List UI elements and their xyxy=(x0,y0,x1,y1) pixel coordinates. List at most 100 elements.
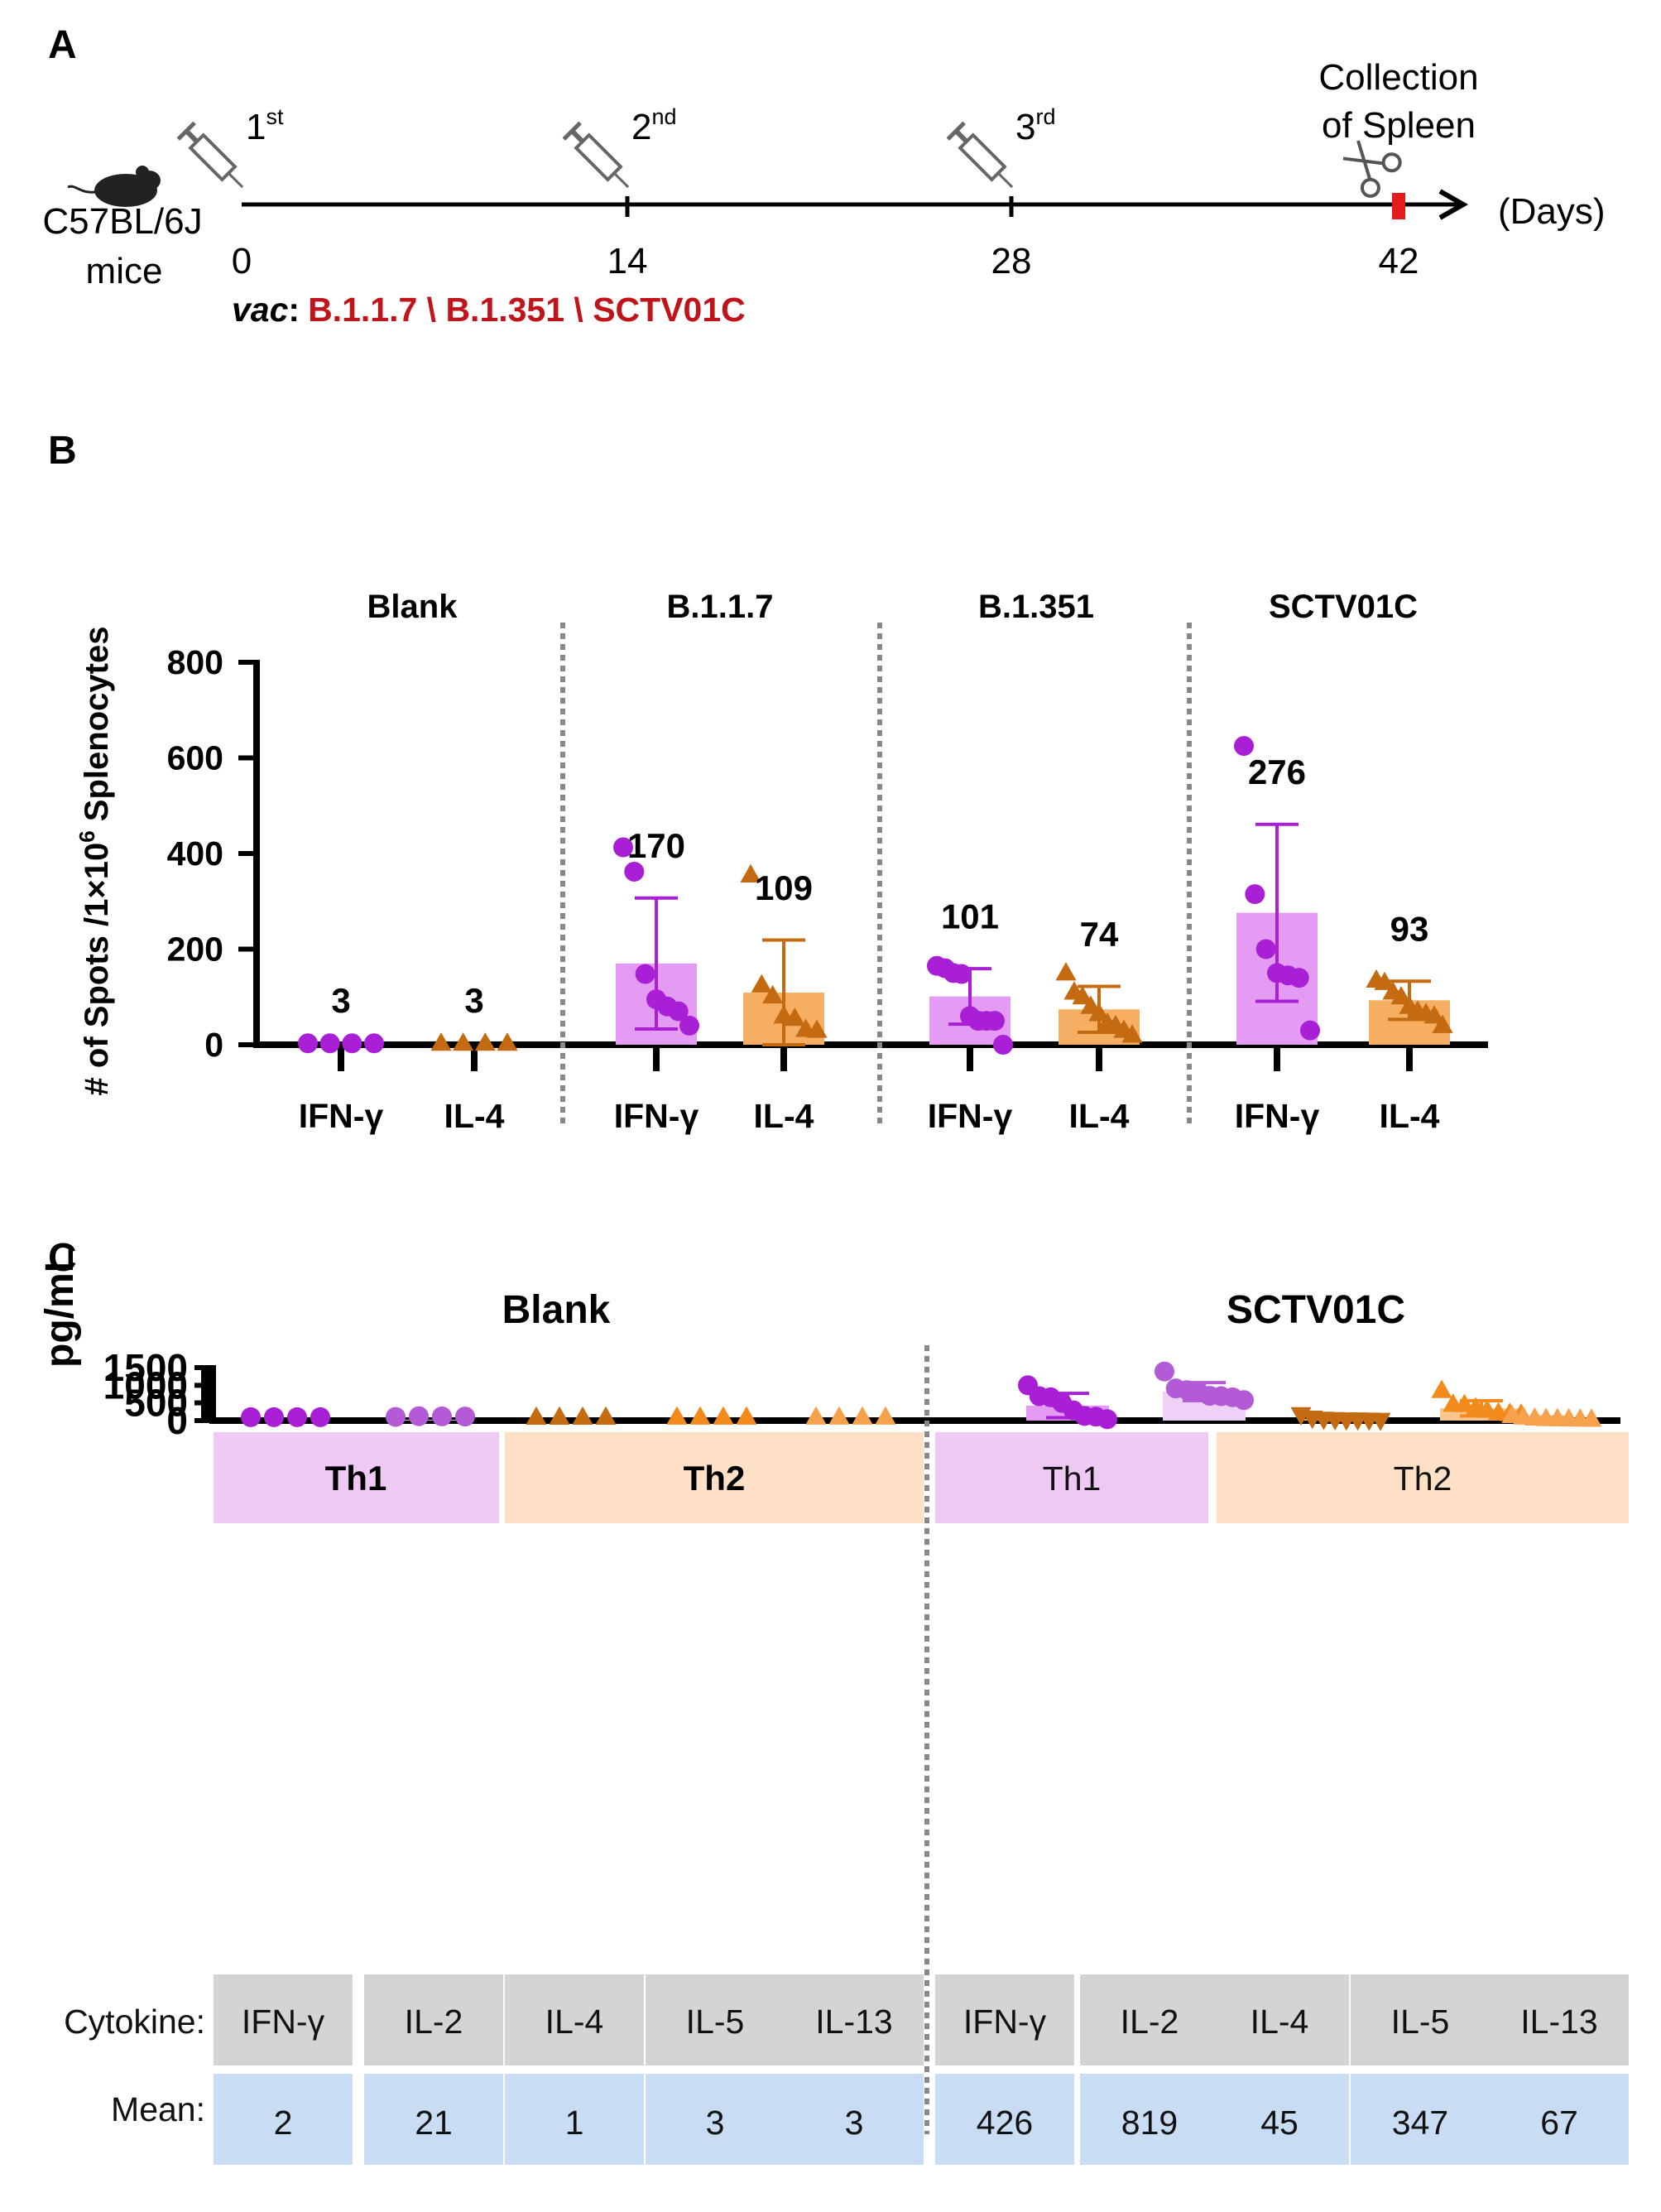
th2-label: Th2 xyxy=(1394,1459,1452,1498)
panel-a-letter: A xyxy=(48,23,77,67)
data-point xyxy=(241,1407,261,1427)
timeline-day-label: 0 xyxy=(232,241,252,281)
data-point xyxy=(679,1015,699,1036)
cytokine-cell xyxy=(364,1974,503,2065)
mean-label: 101 xyxy=(941,897,999,936)
data-point xyxy=(806,1019,828,1038)
panel-b-ylabel-sup: 6 xyxy=(74,830,99,842)
group-title: B.1.351 xyxy=(978,589,1094,625)
cytokine-label: IL-5 xyxy=(1391,2003,1450,2041)
group-title: Blank xyxy=(367,589,458,625)
vaccine-colon: : xyxy=(288,291,300,329)
y-tick-label: 1000 xyxy=(103,1363,188,1407)
mean-value: 819 xyxy=(1121,2104,1178,2142)
data-point xyxy=(784,1007,805,1027)
row-label-mean: Mean: xyxy=(111,2090,205,2128)
mean-cell xyxy=(214,2074,353,2165)
data-point xyxy=(526,1406,547,1425)
cytokine-label: IL-2 xyxy=(1121,2003,1179,2041)
data-point xyxy=(762,984,784,1004)
data-point xyxy=(751,974,772,993)
data-point xyxy=(1432,1014,1453,1033)
th1-cell xyxy=(935,1432,1208,1523)
data-point xyxy=(852,1406,873,1425)
panel-c-y-axis-label: pg/mL xyxy=(38,1248,82,1368)
data-point xyxy=(1370,1412,1391,1431)
th1-label: Th1 xyxy=(325,1459,387,1498)
cytokine-label: IL-4 xyxy=(545,2003,604,2041)
syringe-handle xyxy=(946,121,966,141)
data-point xyxy=(805,1406,827,1425)
data-point xyxy=(1453,1393,1476,1412)
syringe-barrel xyxy=(188,132,238,182)
dose-label: 1st xyxy=(246,104,284,147)
data-point xyxy=(298,1033,318,1054)
data-point xyxy=(549,1406,570,1425)
th2-cell xyxy=(1217,1432,1629,1523)
cytokine-cell xyxy=(214,1974,353,2065)
syringe-needle xyxy=(228,172,244,189)
vaccine-prefix: vac xyxy=(232,291,289,329)
th2-cell xyxy=(505,1432,924,1523)
data-point xyxy=(713,1406,734,1425)
group-title: SCTV01C xyxy=(1227,1288,1405,1332)
data-point xyxy=(453,1032,474,1051)
timeline-day-label: 14 xyxy=(607,241,648,281)
y-tick-label: 0 xyxy=(166,1399,188,1442)
cytokine-cell xyxy=(646,1974,785,2065)
timeline-day-label: 28 xyxy=(991,241,1032,281)
data-point xyxy=(319,1033,340,1054)
collection-marker xyxy=(1392,193,1405,219)
mean-cell xyxy=(1210,2074,1349,2165)
th1-cell xyxy=(214,1432,499,1523)
data-point xyxy=(310,1407,330,1427)
data-point xyxy=(1245,884,1265,905)
mean-cell xyxy=(935,2074,1074,2165)
panel-b-y-axis-label: # of Spots /1×106 Splenocytes xyxy=(74,627,115,1096)
x-tick-label: IFN-γ xyxy=(614,1097,699,1135)
panel-b-ylabel-pre: # of Spots /1×10 xyxy=(79,843,115,1096)
y-tick-label: 800 xyxy=(167,643,223,681)
vaccine-list: B.1.1.7 \ B.1.351 \ SCTV01C xyxy=(308,291,746,329)
data-point xyxy=(1431,1379,1452,1398)
syringe-icon xyxy=(946,121,1014,189)
row-label-cytokine: Cytokine: xyxy=(64,2003,205,2041)
data-point xyxy=(287,1407,307,1427)
syringe-plunger xyxy=(185,130,199,144)
data-point xyxy=(1088,1003,1110,1022)
data-point xyxy=(740,863,761,882)
dose-number: 1 xyxy=(246,107,266,147)
panel-b-ylabel-post: Splenocytes xyxy=(79,627,115,831)
mean-value: 45 xyxy=(1260,2104,1299,2142)
group-title: B.1.1.7 xyxy=(667,589,774,625)
data-point xyxy=(1423,1005,1445,1024)
y-tick-label: 200 xyxy=(167,930,223,969)
y-tick-label: 1500 xyxy=(103,1346,188,1389)
panel-a-timeline: A C57BL/6J mice 1st 0 2nd 14 3rd 28 Collectio… xyxy=(42,23,1605,329)
mean-value: 1 xyxy=(565,2104,584,2142)
data-point xyxy=(342,1033,362,1054)
dose-label: 2nd xyxy=(631,104,677,147)
data-point xyxy=(635,964,655,984)
data-point xyxy=(952,964,972,984)
data-point xyxy=(1581,1408,1602,1427)
th2-label: Th2 xyxy=(684,1459,746,1498)
panel-b-elispot: B # of Spots /1×106 Splenocytes 0 200 400 6… xyxy=(48,429,1488,1135)
data-point xyxy=(386,1407,406,1427)
data-point xyxy=(595,1406,617,1425)
data-point xyxy=(264,1407,284,1427)
y-tick-label: 400 xyxy=(167,834,223,873)
cytokine-cell xyxy=(1210,1974,1349,2065)
mean-value: 67 xyxy=(1540,2104,1578,2142)
x-tick-label: IFN-γ xyxy=(1235,1097,1320,1135)
data-point xyxy=(736,1406,757,1425)
collection-label-line1: Collection xyxy=(1318,57,1478,98)
data-point xyxy=(1234,1390,1254,1411)
mean-value: 3 xyxy=(706,2104,725,2142)
data-point xyxy=(668,1001,689,1022)
mean-value: 2 xyxy=(274,2104,293,2142)
data-point xyxy=(1072,986,1093,1005)
data-point xyxy=(474,1032,496,1051)
dose-label: 3rd xyxy=(1015,104,1056,147)
syringe-handle xyxy=(562,121,582,141)
